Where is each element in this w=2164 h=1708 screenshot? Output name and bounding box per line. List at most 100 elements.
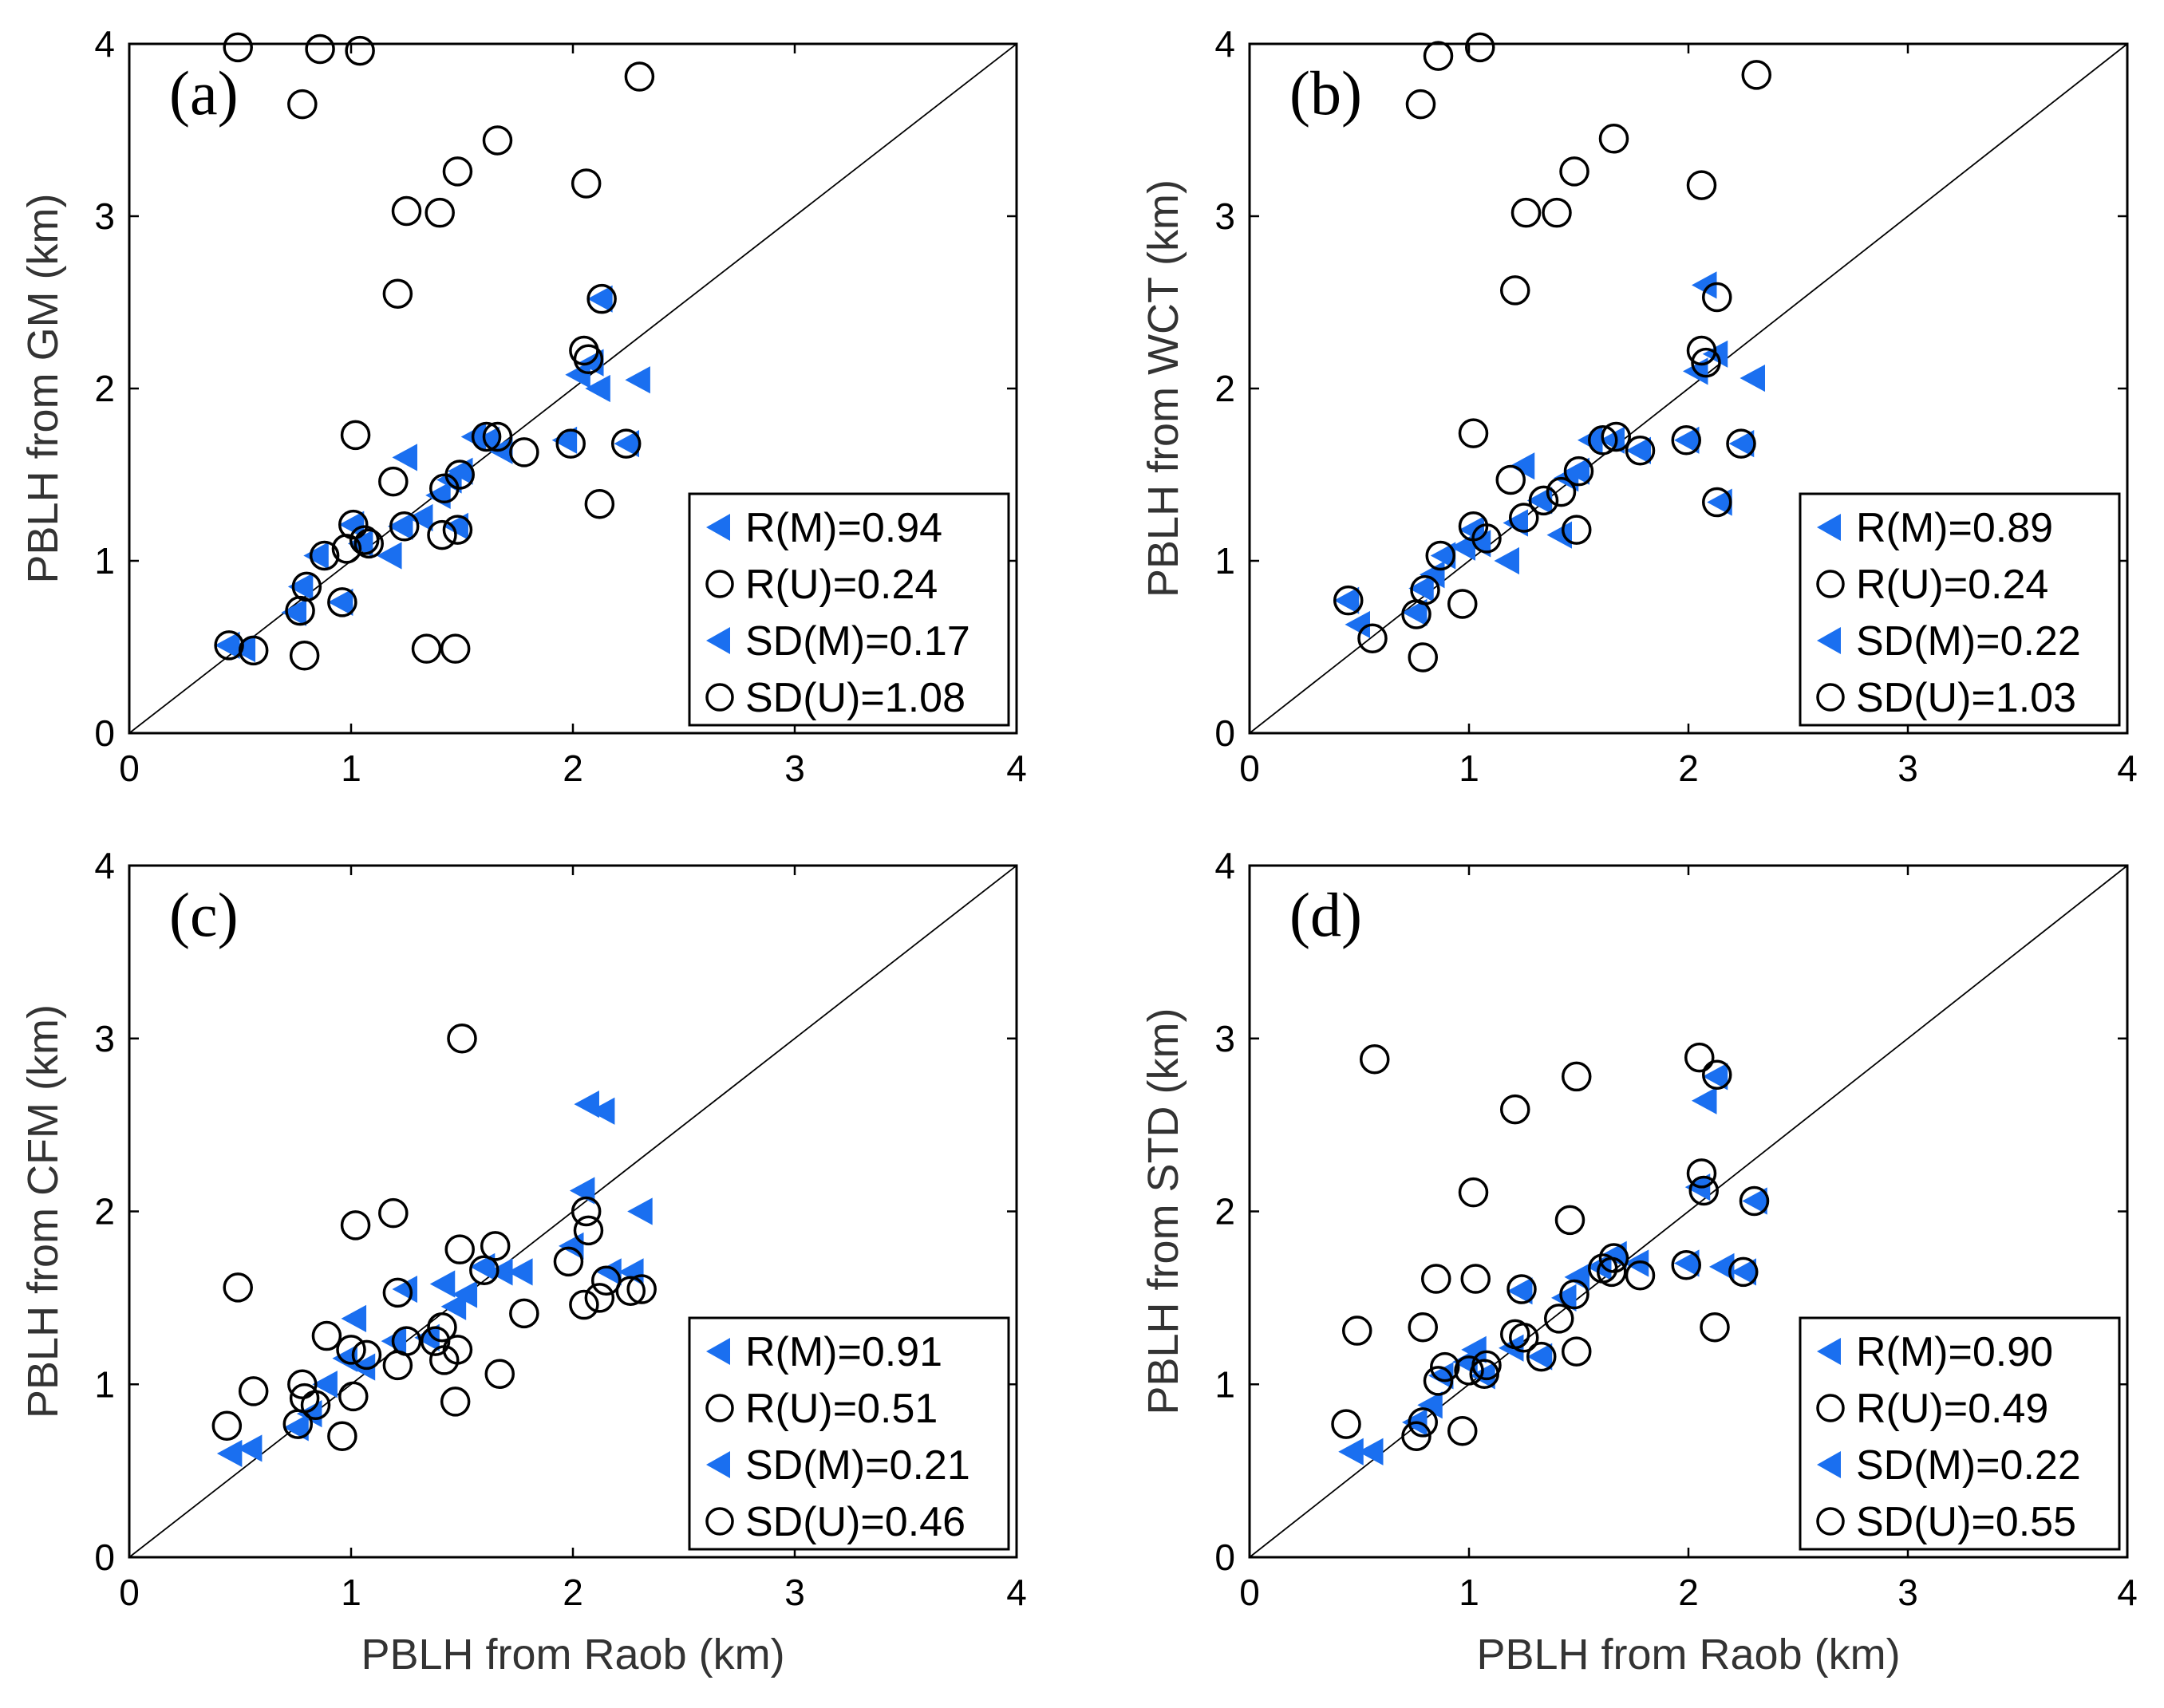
data-point-u: [287, 1369, 318, 1399]
plot-frame: [1248, 864, 2129, 1559]
data-point-u: [1544, 1304, 1574, 1334]
data-point-u: [1458, 1177, 1489, 1208]
data-point-u: [1562, 515, 1592, 545]
data-point-u: [1702, 487, 1732, 518]
data-point-m: [1739, 364, 1765, 392]
legend-marker-circle: [705, 683, 734, 712]
data-point-u: [1425, 540, 1455, 571]
legend-marker-circle: [1816, 1394, 1845, 1422]
data-point-u: [340, 420, 371, 451]
y-tick-label: 1: [94, 1363, 115, 1405]
legend-entry-label: R(M)=0.89: [1856, 505, 2053, 551]
data-point-m: [452, 1280, 478, 1308]
data-point-u: [1691, 347, 1721, 378]
x-tick-label: 4: [1006, 1572, 1027, 1613]
data-point-m: [551, 426, 578, 454]
data-point-m: [1625, 436, 1651, 464]
legend-entry-label: SD(U)=0.46: [745, 1499, 966, 1545]
legend-marker-triangle: [1817, 627, 1841, 654]
data-point-u: [287, 89, 318, 120]
y-tick-label: 4: [94, 23, 115, 65]
data-point-u: [1500, 275, 1530, 306]
legend-entry-label: SD(U)=0.55: [1856, 1499, 2076, 1545]
data-point-u: [427, 519, 457, 550]
y-tick-label: 1: [1214, 540, 1235, 582]
legend-marker-triangle: [1817, 1338, 1841, 1365]
data-point-m: [1692, 1087, 1717, 1114]
data-point-u: [471, 421, 502, 452]
y-tick-label: 4: [94, 845, 115, 886]
data-point-u: [1423, 41, 1454, 71]
x-tick-label: 0: [1239, 747, 1260, 789]
x-tick-label: 4: [2117, 1572, 2138, 1613]
data-point-m: [407, 503, 433, 532]
plot-frame: [128, 42, 1018, 735]
data-point-m: [627, 1197, 653, 1225]
data-point-u: [1408, 1407, 1438, 1438]
data-point-u: [1405, 89, 1436, 120]
data-point-u: [573, 344, 604, 375]
legend-marker-triangle: [706, 1338, 730, 1365]
data-point-u: [1401, 1421, 1431, 1452]
data-point-m: [303, 542, 329, 570]
x-tick-label: 2: [563, 1572, 583, 1613]
data-point-u: [309, 540, 340, 571]
data-point-u: [615, 1276, 646, 1306]
data-point-u: [1447, 1416, 1478, 1446]
x-tick-label: 3: [1897, 1572, 1918, 1613]
data-point-m: [215, 631, 240, 659]
legend: R(M)=0.91 R(U)=0.51 SD(M)=0.21 SD(U)=0.46: [688, 1316, 1010, 1551]
one-to-one-line: [1249, 43, 2128, 734]
data-point-u: [1559, 156, 1589, 187]
x-tick-label: 0: [119, 1572, 140, 1613]
data-point-m: [338, 511, 365, 538]
data-point-m: [236, 1434, 263, 1462]
data-point-u: [444, 1234, 475, 1264]
plot-frame: [128, 864, 1018, 1559]
x-tick-label: 1: [341, 1572, 361, 1613]
data-point-u: [1684, 1042, 1715, 1073]
data-point-u: [311, 1320, 342, 1351]
y-tick-label: 0: [94, 1536, 115, 1578]
data-point-u: [351, 1339, 382, 1371]
y-tick-label: 2: [94, 1191, 115, 1233]
legend: R(M)=0.89 R(U)=0.24 SD(M)=0.22 SD(U)=1.03: [1799, 492, 2121, 727]
data-point-m: [1430, 542, 1456, 570]
x-tick-label: 1: [1459, 1572, 1479, 1613]
data-point-u: [1331, 1409, 1361, 1439]
data-point-u: [1471, 523, 1502, 554]
data-point-u: [289, 641, 320, 671]
data-point-m: [440, 1292, 467, 1320]
data-point-u: [1509, 1322, 1539, 1353]
data-point-m: [1674, 426, 1700, 454]
legend-marker-circle: [1816, 1507, 1845, 1536]
x-axis-label: PBLH from Raob (km): [361, 1631, 784, 1678]
x-tick-label: 3: [784, 1572, 805, 1613]
data-point-u: [1562, 1336, 1592, 1367]
legend-marker-circle: [705, 1507, 734, 1536]
data-point-u: [327, 587, 357, 617]
data-point-u: [440, 633, 471, 664]
panel-d: 0 1 2 3 4 0 1 2 3 4 (d) PBLH from STD (km) PBLH from…: [1139, 845, 2138, 1678]
data-point-u: [427, 1312, 457, 1343]
data-point-m: [1459, 516, 1484, 544]
data-point-m: [488, 1258, 513, 1286]
data-point-m: [429, 1270, 456, 1298]
data-point-u: [1702, 282, 1732, 313]
data-point-u: [1421, 1264, 1451, 1294]
data-point-u: [553, 1246, 584, 1277]
y-axis-label: PBLH from WCT (km): [1139, 179, 1187, 598]
data-point-u: [211, 1410, 243, 1442]
data-point-m: [1338, 1438, 1364, 1465]
legend-entry-label: R(M)=0.91: [745, 1329, 942, 1375]
data-point-u: [584, 1283, 615, 1313]
data-point-u: [353, 528, 384, 559]
data-point-u: [590, 1265, 622, 1296]
data-point-u: [391, 1326, 422, 1356]
data-point-u: [1408, 1312, 1438, 1343]
y-tick-label: 3: [94, 195, 115, 237]
data-point-u: [1465, 32, 1495, 63]
x-tick-label: 3: [1897, 747, 1918, 789]
panel-label: (d): [1289, 880, 1362, 949]
legend-entry-label: R(U)=0.49: [1856, 1386, 2048, 1432]
